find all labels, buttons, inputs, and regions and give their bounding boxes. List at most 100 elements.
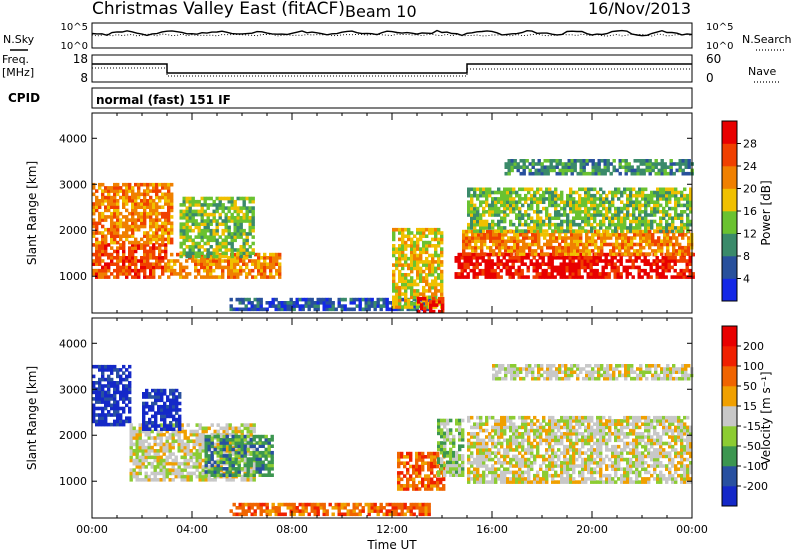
power-cell bbox=[666, 249, 670, 253]
power-cell bbox=[567, 249, 571, 253]
power-cell bbox=[546, 242, 550, 247]
velocity-cell bbox=[427, 506, 431, 510]
velocity-cell bbox=[252, 465, 256, 469]
power-cell bbox=[617, 216, 621, 220]
power-cell bbox=[212, 209, 216, 214]
power-cell bbox=[185, 245, 189, 249]
power-cell bbox=[546, 159, 550, 163]
power-cell bbox=[260, 272, 264, 276]
power-cell bbox=[158, 256, 162, 260]
power-cell bbox=[657, 236, 661, 240]
power-cell bbox=[248, 245, 252, 249]
power-cell bbox=[582, 252, 586, 256]
velocity-cell bbox=[122, 387, 126, 391]
power-cell bbox=[236, 259, 240, 263]
power-cell bbox=[510, 249, 514, 253]
velocity-cell bbox=[107, 384, 111, 388]
power-cell bbox=[134, 265, 138, 270]
power-ytick-label: 3000 bbox=[59, 178, 87, 191]
power-cell bbox=[182, 199, 186, 204]
power-cell bbox=[470, 213, 474, 217]
power-cell bbox=[420, 296, 424, 301]
power-cell bbox=[209, 228, 213, 233]
power-cell bbox=[472, 268, 476, 273]
power-cell bbox=[224, 219, 228, 223]
velocity-cell bbox=[183, 465, 187, 469]
power-cell bbox=[656, 210, 660, 214]
velocity-cell bbox=[116, 384, 120, 388]
power-cell bbox=[580, 275, 584, 279]
power-cell bbox=[155, 189, 159, 193]
power-cell bbox=[522, 162, 526, 166]
velocity-cell bbox=[274, 512, 278, 517]
velocity-cell bbox=[168, 452, 172, 456]
power-cell bbox=[643, 259, 647, 263]
power-cell bbox=[152, 234, 156, 238]
power-cell bbox=[128, 249, 132, 254]
power-cell bbox=[241, 297, 245, 302]
power-cell bbox=[152, 186, 156, 190]
power-cell bbox=[678, 249, 682, 253]
velocity-cell bbox=[213, 470, 217, 474]
velocity-cell bbox=[195, 429, 199, 434]
power-cell bbox=[203, 275, 207, 279]
velocity-cell bbox=[256, 502, 260, 507]
power-cell bbox=[644, 193, 648, 198]
power-cell bbox=[188, 251, 192, 255]
velocity-cell bbox=[213, 473, 217, 477]
power-cell bbox=[457, 259, 461, 263]
power-cell bbox=[653, 203, 657, 208]
power-cell bbox=[643, 262, 647, 266]
power-cell bbox=[462, 245, 466, 250]
power-cell bbox=[537, 233, 541, 237]
velocity-cell bbox=[162, 442, 166, 447]
power-cell bbox=[536, 213, 540, 217]
velocity-cell bbox=[207, 426, 211, 431]
power-cell bbox=[605, 200, 609, 204]
velocity-cell bbox=[207, 438, 211, 442]
power-cell bbox=[616, 265, 620, 270]
power-cell bbox=[149, 224, 153, 229]
power-cell bbox=[224, 222, 228, 226]
velocity-cell bbox=[138, 458, 142, 463]
power-cell bbox=[597, 168, 601, 173]
velocity-cell bbox=[310, 509, 314, 513]
power-cell bbox=[573, 249, 577, 253]
power-cell bbox=[355, 304, 359, 308]
power-cell bbox=[554, 206, 558, 211]
velocity-cell bbox=[234, 450, 238, 455]
power-cell bbox=[468, 252, 472, 256]
power-cell bbox=[561, 236, 565, 240]
power-cell bbox=[427, 297, 431, 302]
power-cell bbox=[404, 263, 408, 267]
power-cell bbox=[612, 159, 616, 163]
velocity-cell bbox=[172, 417, 176, 422]
power-cell bbox=[460, 275, 464, 279]
power-cell bbox=[571, 265, 575, 270]
power-cell bbox=[510, 239, 514, 243]
power-cell bbox=[504, 239, 508, 243]
power-cell bbox=[521, 213, 525, 217]
power-cell bbox=[395, 298, 399, 303]
velocity-cell bbox=[249, 432, 253, 437]
power-cell bbox=[494, 206, 498, 211]
velocity-cell bbox=[207, 478, 211, 482]
power-cell bbox=[428, 289, 432, 293]
power-cell bbox=[471, 229, 475, 234]
power-cell bbox=[441, 296, 445, 301]
power-cell bbox=[680, 210, 684, 214]
power-cell bbox=[560, 197, 564, 201]
power-cell bbox=[487, 275, 491, 279]
power-cell bbox=[633, 159, 637, 163]
power-cell bbox=[630, 168, 634, 173]
power-cell bbox=[104, 227, 108, 232]
power-cell bbox=[585, 162, 589, 166]
velocity-cell bbox=[397, 461, 401, 465]
velocity-cell bbox=[145, 427, 149, 431]
power-cell bbox=[635, 190, 639, 195]
power-cell bbox=[143, 215, 147, 219]
velocity-cell bbox=[270, 450, 274, 455]
power-cell bbox=[221, 238, 225, 243]
power-cell bbox=[540, 245, 544, 250]
power-cell bbox=[116, 256, 120, 260]
